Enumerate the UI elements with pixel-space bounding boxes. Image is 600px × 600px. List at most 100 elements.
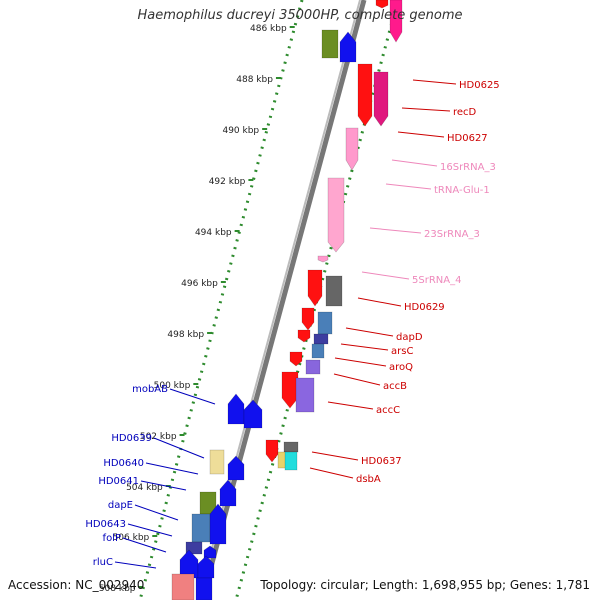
label-leader (327, 401, 374, 410)
tick-label: 498 kbp (167, 330, 204, 340)
tick-label: 504 kbp (126, 483, 163, 493)
forward-gene-label: HD0625 (459, 80, 500, 91)
gene-feature (327, 177, 345, 253)
label-leader (361, 271, 410, 280)
forward-gene-label: dapD (396, 332, 423, 343)
gene-features (171, 0, 403, 600)
label-leader (145, 462, 199, 475)
tick-label: 506 kbp (113, 533, 150, 543)
reverse-gene-label: HD0643 (85, 519, 126, 530)
label-leader (397, 131, 445, 138)
gene-feature (345, 127, 359, 171)
forward-gene-label: HD0629 (404, 302, 445, 313)
gene-feature (317, 311, 333, 335)
reverse-gene-label: HD0640 (103, 458, 144, 469)
reverse-gene-label: mobAB (132, 384, 168, 395)
label-leader (345, 327, 394, 337)
forward-gene-label: aroQ (389, 362, 413, 373)
forward-gene-label: 5SrRNA_4 (412, 275, 461, 286)
tick-label: 488 kbp (236, 75, 273, 85)
label-leader (311, 451, 359, 461)
label-leader (340, 343, 389, 351)
gene-feature (219, 479, 237, 507)
label-leader (357, 297, 402, 307)
gene-feature (313, 333, 329, 345)
reverse-gene-label: folP (103, 533, 121, 544)
gene-feature (195, 577, 213, 600)
label-leader (122, 537, 167, 553)
tick-label: 494 kbp (195, 228, 232, 238)
tick-labels: 486 kbp 488 kbp 490 kbp 492 kbp 494 kbp 496 k… (99, 24, 295, 594)
gene-feature (289, 351, 303, 367)
label-leader (169, 388, 216, 405)
gene-feature (307, 269, 323, 307)
reverse-gene-label: dapE (108, 500, 133, 511)
reverse-gene-label: rluC (93, 557, 113, 568)
gene-feature (209, 449, 225, 475)
tick-label: 490 kbp (222, 126, 259, 136)
gene-feature (373, 71, 389, 127)
gene-feature (357, 63, 373, 127)
forward-gene-label: arsC (391, 346, 413, 357)
forward-gene-label: accC (376, 405, 400, 416)
tick-label: 508 kbp (99, 584, 136, 594)
tick-label: 486 kbp (250, 24, 287, 34)
label-leader (127, 523, 173, 537)
forward-gene-label: 16SrRNA_3 (440, 162, 496, 173)
gene-feature (389, 0, 403, 43)
label-leader (309, 467, 354, 479)
forward-gene-label: accB (383, 381, 407, 392)
gene-labels: HD0625 recD HD0627 16SrRNA_3 tRNA-Glu-1 23SrR… (85, 79, 500, 569)
forward-gene-label: tRNA-Glu-1 (434, 185, 490, 196)
tick-label: 502 kbp (140, 432, 177, 442)
gene-feature (281, 371, 299, 409)
label-leader (153, 437, 205, 459)
gene-feature (297, 329, 311, 343)
tick-label: 496 kbp (181, 279, 218, 289)
forward-gene-label: dsbA (356, 474, 381, 485)
tick-label: 492 kbp (209, 177, 246, 187)
gene-feature (265, 439, 279, 463)
forward-gene-label: recD (453, 107, 477, 118)
forward-gene-label: 23SrRNA_3 (424, 229, 480, 240)
gene-feature (227, 393, 245, 425)
gene-feature (185, 541, 203, 555)
label-leader (369, 227, 422, 234)
gene-feature (191, 513, 211, 543)
gene-feature (227, 455, 245, 481)
forward-gene-label: HD0627 (447, 133, 488, 144)
label-leader (114, 561, 157, 569)
gene-feature (171, 573, 195, 600)
label-leader (391, 159, 438, 167)
label-leader (334, 357, 387, 367)
reverse-gene-label: HD0639 (111, 433, 152, 444)
topology-text: Topology: circular; Length: 1,698,955 bp… (260, 578, 590, 592)
gene-feature (301, 307, 315, 331)
gene-feature (295, 377, 315, 413)
gene-feature (203, 545, 217, 559)
gene-feature (317, 255, 329, 263)
gene-feature (284, 451, 298, 471)
reverse-gene-label: HD0641 (98, 476, 139, 487)
label-leader (401, 107, 451, 112)
gene-feature (311, 343, 325, 359)
gene-feature (305, 359, 321, 375)
forward-gene-label: HD0637 (361, 456, 402, 467)
tick-label: 500 kbp (154, 381, 191, 391)
accession-text: Accession: NC_002940 (8, 578, 145, 592)
gene-feature (339, 31, 357, 63)
gene-feature (209, 503, 227, 545)
gene-feature (321, 29, 339, 59)
label-leader (412, 79, 457, 85)
gene-feature (283, 441, 299, 453)
label-leader (134, 504, 179, 521)
gene-feature (375, 0, 389, 9)
map-title: Haemophilus ducreyi 35000HP, complete ge… (137, 8, 463, 23)
gene-feature (243, 399, 263, 429)
label-leader (140, 480, 187, 491)
label-leader (385, 183, 432, 190)
label-leader (333, 373, 381, 386)
gene-feature (325, 275, 343, 307)
